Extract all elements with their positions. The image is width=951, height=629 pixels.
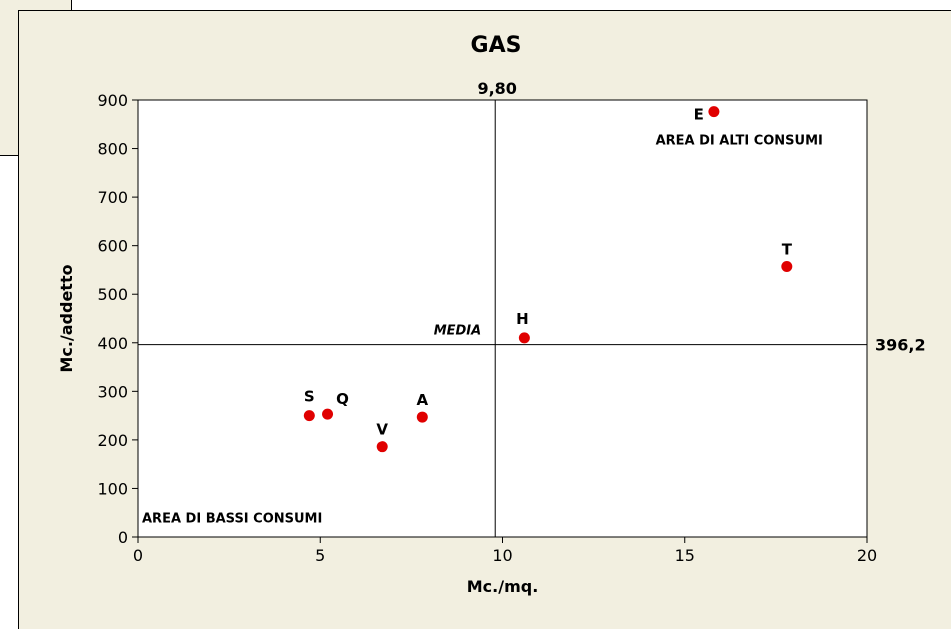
x-tick-label: 0 xyxy=(133,546,143,565)
data-point-h xyxy=(518,332,530,344)
y-axis-ticks: 0 100 200 300 400 500 600 700 800 900 xyxy=(97,91,138,547)
data-point-label: V xyxy=(376,421,388,439)
y-tick-label: 300 xyxy=(97,382,128,401)
y-axis-label: Mc./addetto xyxy=(57,264,76,372)
y-tick-label: 800 xyxy=(97,140,128,159)
y-tick-label: 700 xyxy=(97,188,128,207)
plot-area xyxy=(137,99,868,538)
y-tick-label: 0 xyxy=(118,528,128,547)
y-tick-label: 900 xyxy=(97,91,128,110)
data-point-e xyxy=(708,106,720,118)
x-tick-label: 15 xyxy=(675,546,695,565)
data-point-label: Q xyxy=(336,390,349,408)
data-point-v xyxy=(376,441,388,453)
x-tick-label: 5 xyxy=(315,546,325,565)
data-point-q xyxy=(322,408,334,420)
vertical-reference-label: 9,80 xyxy=(477,79,516,98)
x-axis-ticks: 0 5 10 15 20 xyxy=(133,537,877,565)
y-tick-label: 600 xyxy=(97,237,128,256)
data-point-label: S xyxy=(304,388,315,406)
high-consumption-annotation: AREA DI ALTI CONSUMI xyxy=(656,134,823,149)
data-points: S Q V A H E T xyxy=(303,106,793,453)
x-axis-label: Mc./mq. xyxy=(467,577,539,596)
data-point-label: A xyxy=(417,391,429,409)
y-tick-label: 500 xyxy=(97,285,128,304)
mean-annotation: MEDIA xyxy=(434,324,482,339)
data-point-a xyxy=(416,411,428,423)
chart-title: GAS xyxy=(471,33,522,58)
data-point-label: H xyxy=(516,310,529,328)
data-point-t xyxy=(781,261,793,273)
x-tick-label: 20 xyxy=(857,546,877,565)
y-tick-label: 100 xyxy=(97,479,128,498)
data-point-s xyxy=(303,410,315,422)
x-tick-label: 10 xyxy=(492,546,512,565)
y-tick-label: 200 xyxy=(97,431,128,450)
y-tick-label: 400 xyxy=(97,334,128,353)
horizontal-reference-label: 396,2 xyxy=(875,336,926,355)
data-point-label: T xyxy=(782,241,793,259)
low-consumption-annotation: AREA DI BASSI CONSUMI xyxy=(142,511,322,526)
data-point-label: E xyxy=(694,106,704,124)
